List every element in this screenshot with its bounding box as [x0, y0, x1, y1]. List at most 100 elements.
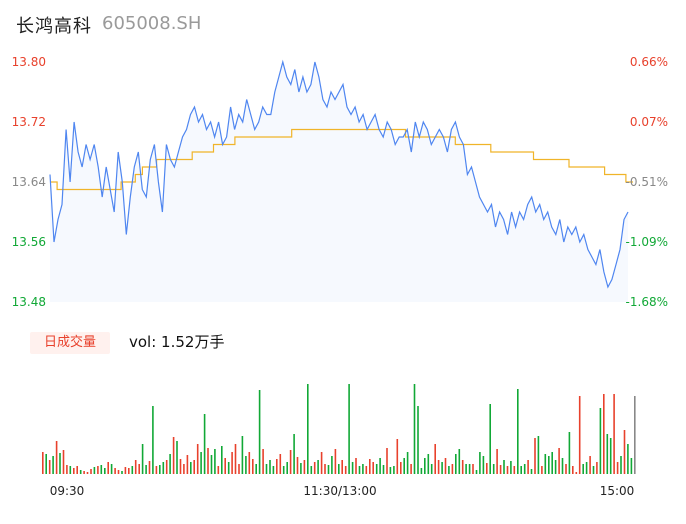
- volume-bar: [165, 460, 168, 474]
- volume-bar: [400, 462, 402, 474]
- volume-bar: [592, 466, 595, 474]
- volume-bar: [152, 406, 154, 474]
- volume-bar: [303, 460, 306, 474]
- volume-bar: [104, 468, 106, 474]
- volume-bar: [265, 464, 268, 474]
- volume-bar: [544, 454, 547, 474]
- volume-bar: [558, 448, 560, 474]
- y-tick-left: 13.48: [12, 295, 46, 309]
- volume-bar: [589, 456, 591, 474]
- volume-bar: [313, 462, 316, 474]
- volume-bar: [492, 464, 495, 474]
- volume-bar: [620, 456, 622, 474]
- volume-bar: [358, 466, 361, 474]
- volume-bar: [627, 444, 629, 474]
- volume-bar: [365, 466, 368, 474]
- volume-bar: [214, 449, 216, 474]
- volume-bar: [248, 452, 251, 474]
- volume-bar: [227, 462, 230, 474]
- volume-bar: [289, 450, 292, 474]
- volume-bar: [444, 458, 447, 474]
- volume-bar: [362, 464, 364, 474]
- volume-bar: [73, 468, 75, 474]
- volume-bar: [279, 454, 282, 474]
- y-tick-left: 13.80: [12, 55, 46, 69]
- volume-bar: [482, 456, 485, 474]
- volume-bar: [578, 396, 581, 474]
- volume-bar: [286, 462, 288, 474]
- daily-volume-badge[interactable]: 日成交量: [30, 332, 110, 354]
- volume-bar: [221, 446, 223, 474]
- volume-bar: [379, 458, 381, 474]
- volume-bar: [530, 469, 533, 474]
- volume-bar: [162, 462, 165, 474]
- volume-bar: [210, 455, 213, 474]
- stock-code: 605008.SH: [102, 13, 202, 34]
- volume-bar: [603, 394, 605, 474]
- volume-bar: [372, 462, 374, 474]
- volume-bar: [176, 441, 178, 474]
- volume-bar: [468, 464, 471, 474]
- volume-bar: [537, 436, 540, 474]
- volume-bar: [141, 444, 144, 474]
- y-tick-right: -0.51%: [626, 175, 668, 189]
- volume-bar: [596, 462, 598, 474]
- volume-bar: [258, 390, 261, 474]
- volume-bar: [62, 450, 65, 474]
- volume-bar: [472, 464, 474, 474]
- volume-bar: [527, 460, 529, 474]
- volume-bar: [369, 459, 371, 474]
- volume-bar: [66, 465, 68, 474]
- volume-bar: [207, 448, 209, 474]
- volume-bar: [114, 468, 116, 474]
- volume-bar: [320, 452, 323, 474]
- volume-bar: [131, 466, 134, 474]
- y-tick-right: -1.09%: [626, 235, 668, 249]
- volume-bar: [434, 444, 436, 474]
- volume-bar: [616, 462, 619, 474]
- volume-bar: [134, 460, 137, 474]
- volume-bar: [613, 394, 615, 474]
- volume-bar: [355, 458, 357, 474]
- y-axis-left: 13.80 13.72 13.64 13.56 13.48: [12, 55, 46, 309]
- volume-bar: [86, 472, 89, 474]
- volume-bar: [461, 460, 464, 474]
- volume-bar: [510, 461, 512, 474]
- volume-bar: [42, 452, 44, 474]
- volume-bar: [90, 469, 92, 474]
- volume-bar: [344, 466, 347, 474]
- price-line: [49, 59, 629, 289]
- volume-bar: [348, 384, 350, 474]
- y-tick-right: -1.68%: [626, 295, 668, 309]
- volume-bar: [486, 463, 488, 474]
- volume-bar: [148, 461, 151, 474]
- volume-bar: [513, 466, 516, 474]
- volume-bar: [623, 430, 626, 474]
- volume-bar: [155, 466, 158, 474]
- volume-bar: [389, 467, 392, 474]
- volume-bar: [403, 458, 405, 474]
- volume-bar: [499, 465, 502, 474]
- volume-bar: [324, 464, 326, 474]
- volume-bar: [138, 464, 140, 474]
- volume-bar: [410, 464, 412, 474]
- volume-bar: [465, 464, 467, 474]
- volume-bar: [128, 468, 130, 474]
- volume-bar: [69, 466, 72, 474]
- volume-bar: [307, 384, 309, 474]
- volume-bar: [606, 434, 609, 474]
- volume-bar: [548, 456, 550, 474]
- volume-bar: [190, 462, 192, 474]
- volume-bar: [159, 465, 161, 474]
- volume-bar: [585, 462, 588, 474]
- volume-bar: [475, 470, 478, 474]
- volume-bar: [169, 454, 171, 474]
- volume-bar: [441, 462, 443, 474]
- volume-bar: [534, 438, 536, 474]
- volume-bar: [506, 466, 509, 474]
- volume-bar: [200, 452, 202, 474]
- volume-bar: [386, 448, 388, 474]
- volume-bar: [327, 465, 330, 474]
- volume-bar: [582, 464, 584, 474]
